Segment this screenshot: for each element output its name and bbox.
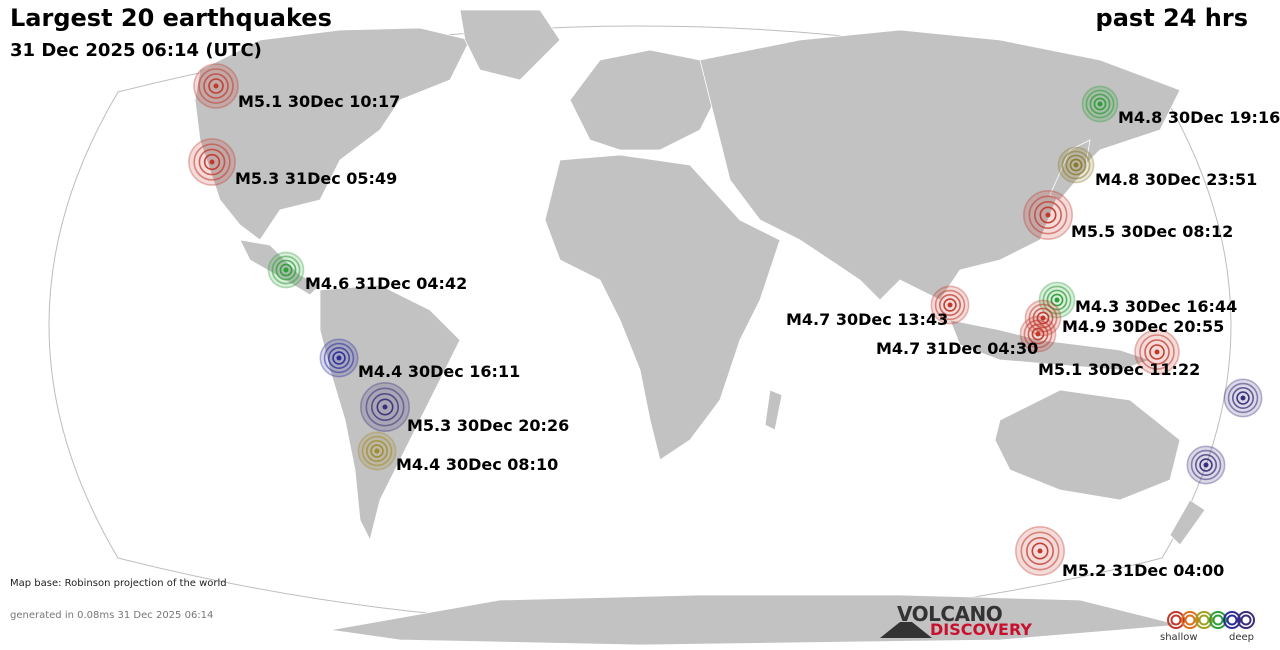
new-zealand-landmass — [1169, 499, 1206, 546]
depth-legend — [1167, 611, 1255, 629]
quake-marker[interactable] — [1038, 281, 1076, 319]
indonesia-landmass — [949, 319, 1152, 371]
quake-marker[interactable] — [188, 138, 236, 186]
brand-discovery: DISCOVERY — [930, 620, 1033, 639]
quake-marker[interactable] — [1019, 315, 1057, 353]
quake-marker[interactable] — [1014, 525, 1065, 576]
quake-markers — [188, 63, 1263, 576]
quake-marker[interactable] — [1081, 85, 1119, 123]
quake-marker[interactable] — [193, 63, 239, 109]
legend-depth-ring — [1209, 611, 1227, 629]
central-america-landmass — [239, 239, 321, 296]
quake-marker[interactable] — [930, 285, 970, 325]
madagascar-landmass — [764, 389, 783, 431]
quake-label[interactable]: M4.7 31Dec 04:30 — [876, 339, 1039, 358]
north-america-landmass — [194, 27, 471, 241]
legend-deep-label: deep — [1229, 632, 1254, 643]
legend-depth-ring — [1181, 611, 1199, 629]
quake-marker[interactable] — [319, 338, 359, 378]
greenland-landmass — [459, 9, 561, 81]
europe-landmass — [569, 49, 721, 151]
generated-note: generated in 0.08ms 31 Dec 2025 06:14 — [10, 610, 214, 621]
quake-label[interactable]: M4.4 30Dec 08:10 — [396, 455, 559, 474]
quake-marker[interactable] — [1186, 445, 1226, 485]
quake-marker[interactable] — [357, 431, 397, 471]
quake-label[interactable]: M4.6 31Dec 04:42 — [305, 274, 468, 293]
legend-shallow-label: shallow — [1160, 632, 1198, 643]
africa-landmass — [544, 154, 781, 461]
legend-depth-ring — [1195, 611, 1213, 629]
map-title: Largest 20 earthquakes — [10, 4, 332, 32]
quake-label[interactable]: M4.3 30Dec 16:44 — [1075, 297, 1238, 316]
quake-marker[interactable] — [1223, 378, 1263, 418]
quake-label[interactable]: M4.8 30Dec 23:51 — [1095, 170, 1258, 189]
quake-label[interactable]: M4.8 30Dec 19:16 — [1118, 108, 1280, 127]
quake-label[interactable]: M5.3 31Dec 05:49 — [235, 169, 398, 188]
brand-volcano: VOLCANO — [897, 602, 1003, 626]
quake-marker[interactable] — [359, 381, 410, 432]
quake-marker[interactable] — [267, 251, 305, 289]
quake-marker[interactable] — [1022, 190, 1073, 241]
time-period: past 24 hrs — [1095, 4, 1248, 32]
volcano-icon — [880, 622, 932, 638]
landmasses — [194, 9, 1206, 646]
legend-depth-ring — [1167, 611, 1185, 629]
map-base-note: Map base: Robinson projection of the wor… — [10, 578, 227, 589]
legend-depth-ring — [1223, 611, 1241, 629]
legend-depth-ring — [1237, 611, 1255, 629]
quake-marker[interactable] — [1057, 146, 1095, 184]
quake-label[interactable]: M5.3 30Dec 20:26 — [407, 416, 570, 435]
asia-landmass — [699, 29, 1181, 301]
antarctica-landmass — [329, 594, 1181, 646]
quake-label[interactable]: M5.2 31Dec 04:00 — [1062, 561, 1225, 580]
quake-label[interactable]: M5.5 30Dec 08:12 — [1071, 222, 1234, 241]
australia-landmass — [994, 389, 1181, 501]
japan-landmass — [1049, 139, 1091, 201]
quake-label[interactable]: M4.7 30Dec 13:43 — [786, 310, 949, 329]
volcano-discovery-logo[interactable]: VOLCANO DISCOVERY — [880, 602, 1040, 642]
quake-label[interactable]: M5.1 30Dec 11:22 — [1038, 360, 1201, 379]
map-timestamp: 31 Dec 2025 06:14 (UTC) — [10, 40, 262, 61]
quake-marker[interactable] — [1134, 329, 1180, 375]
quake-label[interactable]: M4.4 30Dec 16:11 — [358, 362, 521, 381]
quake-label[interactable]: M4.9 30Dec 20:55 — [1062, 317, 1225, 336]
quake-label[interactable]: M5.1 30Dec 10:17 — [238, 92, 401, 111]
